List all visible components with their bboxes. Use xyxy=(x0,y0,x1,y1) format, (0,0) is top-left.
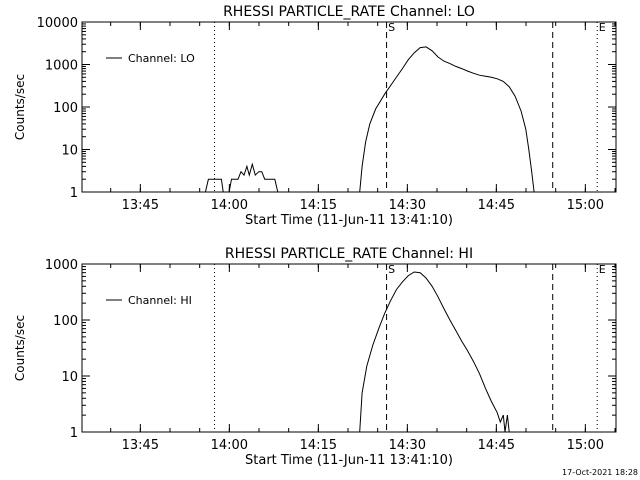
x-tick-label: 14:30 xyxy=(389,198,426,213)
x-tick-label: 14:45 xyxy=(478,438,515,453)
x-tick-label: 13:45 xyxy=(122,438,159,453)
x-tick-label: 14:15 xyxy=(300,438,337,453)
series-line xyxy=(359,46,535,193)
y-tick-label: 1000 xyxy=(45,258,78,273)
x-axis-label: Start Time (11-Jun-11 13:41:10) xyxy=(245,213,453,228)
x-tick-label: 14:15 xyxy=(300,198,337,213)
y-tick-label: 1 xyxy=(70,426,78,441)
x-tick-label: 14:00 xyxy=(211,198,248,213)
y-tick-label: 10000 xyxy=(37,16,78,31)
y-tick-label: 1 xyxy=(70,186,78,201)
x-tick-label: 13:45 xyxy=(122,198,159,213)
chart-title: RHESSI PARTICLE_RATE Channel: HI xyxy=(225,246,473,262)
end-marker-label: E xyxy=(599,21,606,34)
legend-label: Channel: HI xyxy=(128,294,192,307)
y-tick-label: 10 xyxy=(61,144,78,159)
x-tick-label: 14:00 xyxy=(211,438,248,453)
y-tick-label: 1000 xyxy=(45,59,78,74)
series-line xyxy=(359,271,510,433)
plot-frame xyxy=(81,263,617,433)
y-tick-label: 100 xyxy=(53,101,78,116)
legend-label: Channel: LO xyxy=(128,52,195,65)
y-axis-label: Counts/sec xyxy=(13,74,27,140)
x-tick-label: 15:00 xyxy=(567,438,604,453)
y-tick-label: 100 xyxy=(53,314,78,329)
x-tick-label: 14:30 xyxy=(389,438,426,453)
start-marker-label: S xyxy=(388,263,395,276)
x-tick-label: 14:45 xyxy=(478,198,515,213)
start-marker-label: S xyxy=(388,21,395,34)
x-axis-label: Start Time (11-Jun-11 13:41:10) xyxy=(245,453,453,468)
y-tick-label: 10 xyxy=(61,370,78,385)
end-marker-label: E xyxy=(599,263,606,276)
plot-frame xyxy=(81,21,617,193)
x-tick-label: 15:00 xyxy=(567,198,604,213)
chart-title: RHESSI PARTICLE_RATE Channel: LO xyxy=(223,4,475,20)
series-line xyxy=(200,162,279,193)
y-axis-label: Counts/sec xyxy=(13,315,27,381)
footer-timestamp: 17-Oct-2021 18:28 xyxy=(562,468,638,477)
